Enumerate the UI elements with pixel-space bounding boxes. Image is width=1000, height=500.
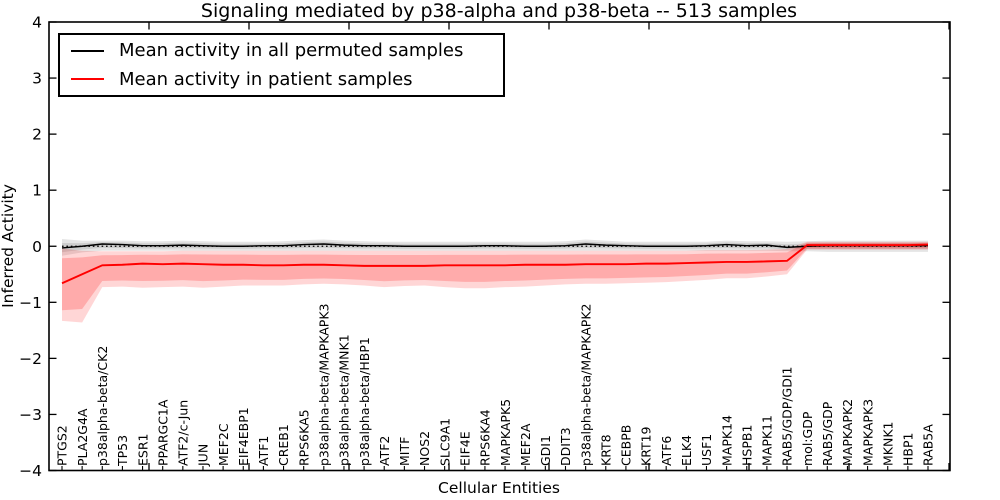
x-tick-label: RPS6KA5 — [296, 409, 311, 466]
x-tick-label: CREB1 — [276, 424, 291, 466]
x-tick-label: ATF6 — [659, 436, 674, 466]
permuted-band — [62, 238, 928, 256]
x-tick-label: PLA2G4A — [75, 408, 90, 466]
y-tick-label: 3 — [32, 70, 42, 88]
x-tick-label: MEF2C — [216, 423, 231, 466]
x-tick-label: ATF2 — [377, 436, 392, 466]
legend-item-patient: Mean activity in patient samples — [60, 66, 503, 92]
x-tick-label: RAB5/GDP/GDI1 — [780, 367, 795, 466]
y-tick-label: 0 — [32, 238, 42, 256]
x-tick-label: TP53 — [115, 435, 130, 467]
x-tick-label: RAB5A — [921, 424, 936, 466]
x-tick-label: MAPKAPK5 — [498, 399, 513, 466]
x-tick-label: HSPB1 — [739, 425, 754, 466]
x-tick-label: MAPKAPK3 — [860, 399, 875, 466]
y-tick-label: 4 — [32, 14, 42, 32]
x-tick-label: GDI1 — [538, 435, 553, 466]
x-tick-label: EIF4EBP1 — [236, 407, 251, 466]
x-tick-label: p38alpha-beta/MAPKAPK3 — [317, 304, 332, 467]
y-tick-label: 2 — [32, 126, 42, 144]
legend-item-permuted: Mean activity in all permuted samples — [60, 38, 503, 64]
x-tick-label: PPARGC1A — [155, 399, 170, 466]
x-tick-label: MEF2A — [518, 423, 533, 466]
x-tick-label: ELK4 — [679, 435, 694, 466]
x-tick-label: EIF4E — [457, 431, 472, 466]
x-tick-label: SLC9A1 — [437, 418, 452, 466]
y-tick-label: −4 — [19, 462, 42, 480]
chart-title: Signaling mediated by p38-alpha and p38-… — [201, 0, 797, 22]
x-tick-label: DDIT3 — [558, 427, 573, 466]
y-tick-label: −3 — [19, 406, 42, 424]
x-tick-label: ESR1 — [135, 434, 150, 466]
x-tick-label: JUN — [196, 444, 211, 467]
x-tick-label: MITF — [397, 437, 412, 466]
x-tick-label: KRT19 — [639, 426, 654, 466]
x-tick-label: USF1 — [699, 434, 714, 466]
x-tick-label: RAB5/GDP — [820, 401, 835, 466]
x-tick-label: p38alpha-beta/MNK1 — [337, 334, 352, 466]
permuted-band-inner — [62, 241, 928, 253]
legend-label-patient: Mean activity in patient samples — [119, 68, 413, 90]
x-tick-label: mol:GDP — [800, 411, 815, 466]
x-tick-label: ATF1 — [256, 436, 271, 466]
permuted-mean-line — [61, 243, 928, 249]
x-tick-label: NOS2 — [417, 431, 432, 466]
x-tick-label: MAPK11 — [760, 415, 775, 466]
patient-band-inner — [62, 242, 928, 311]
x-tick-label: ATF2/c-Jun — [176, 400, 191, 466]
legend: Mean activity in all permuted samples Me… — [58, 33, 505, 97]
x-tick-label: p38alpha-beta/HBP1 — [357, 337, 372, 466]
x-axis-label: Cellular Entities — [438, 479, 560, 497]
y-tick-label: −1 — [19, 294, 42, 312]
x-tick-label: PTGS2 — [55, 425, 70, 466]
permuted-line-swatch — [71, 49, 104, 52]
x-tick-label: MKNK1 — [880, 422, 895, 466]
legend-label-permuted: Mean activity in all permuted samples — [119, 40, 464, 62]
x-tick-label: MAPK14 — [719, 415, 734, 466]
x-tick-label: CEBPB — [619, 425, 634, 466]
y-axis-label: Inferred Activity — [0, 184, 17, 308]
patient-mean-line — [61, 243, 929, 285]
y-axis-ticks: 4 3 2 1 0 −1 −2 −3 −4 — [19, 14, 950, 480]
x-tick-label: HBP1 — [901, 433, 916, 466]
x-tick-label: p38alpha-beta/MAPKAPK2 — [578, 304, 593, 467]
patient-line-swatch — [71, 78, 104, 81]
x-tick-label: RPS6KA4 — [478, 409, 493, 466]
y-tick-label: −2 — [19, 350, 42, 368]
category-tick-labels: PTGS2 PLA2G4A p38alpha-beta/CK2 TP53 ESR1 PPA… — [55, 304, 936, 468]
x-tick-label: KRT8 — [598, 434, 613, 466]
y-tick-label: 1 — [32, 182, 42, 200]
x-tick-label: p38alpha-beta/CK2 — [95, 346, 110, 466]
x-tick-label: MAPKAPK2 — [840, 399, 855, 466]
x-axis-ticks — [61, 22, 950, 471]
